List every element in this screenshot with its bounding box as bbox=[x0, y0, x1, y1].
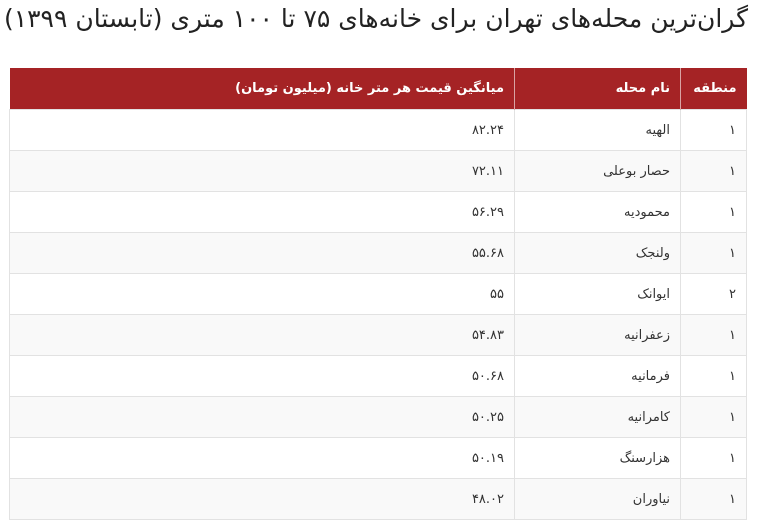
table-row: ۱ محمودیه ۵۶.۲۹ bbox=[9, 191, 747, 233]
neighborhood-price-table: منطقه نام محله میانگین قیمت هر متر خانه … bbox=[9, 68, 747, 520]
price-cell: ۵۴.۸۳ bbox=[9, 314, 515, 356]
neighborhood-cell: زعفرانیه bbox=[514, 314, 681, 356]
region-cell: ۱ bbox=[680, 355, 747, 397]
header-neighborhood: نام محله bbox=[514, 68, 681, 110]
neighborhood-cell: کامرانیه bbox=[514, 396, 681, 438]
price-cell: ۵۰.۶۸ bbox=[9, 355, 515, 397]
table-row: ۱ حصار بوعلی ۷۲.۱۱ bbox=[9, 150, 747, 192]
price-cell: ۷۲.۱۱ bbox=[9, 150, 515, 192]
neighborhood-cell: نیاوران bbox=[514, 478, 681, 520]
price-cell: ۵۰.۲۵ bbox=[9, 396, 515, 438]
table-row: ۱ زعفرانیه ۵۴.۸۳ bbox=[9, 314, 747, 356]
region-cell: ۱ bbox=[680, 396, 747, 438]
neighborhood-cell: ولنجک bbox=[514, 232, 681, 274]
table-row: ۲ ایوانک ۵۵ bbox=[9, 273, 747, 315]
price-cell: ۴۸.۰۲ bbox=[9, 478, 515, 520]
neighborhood-cell: ایوانک bbox=[514, 273, 681, 315]
header-price: میانگین قیمت هر متر خانه (میلیون تومان) bbox=[9, 68, 515, 110]
table-row: ۱ الهیه ۸۲.۲۴ bbox=[9, 109, 747, 151]
price-cell: ۵۰.۱۹ bbox=[9, 437, 515, 479]
table-row: ۱ کامرانیه ۵۰.۲۵ bbox=[9, 396, 747, 438]
page-title: گران‌ترین محله‌های تهران برای خانه‌های ۷… bbox=[3, 4, 748, 33]
region-cell: ۱ bbox=[680, 150, 747, 192]
price-cell: ۸۲.۲۴ bbox=[9, 109, 515, 151]
region-cell: ۱ bbox=[680, 314, 747, 356]
table-row: ۱ ولنجک ۵۵.۶۸ bbox=[9, 232, 747, 274]
price-cell: ۵۶.۲۹ bbox=[9, 191, 515, 233]
region-cell: ۱ bbox=[680, 478, 747, 520]
region-cell: ۱ bbox=[680, 437, 747, 479]
table-row: ۱ فرمانیه ۵۰.۶۸ bbox=[9, 355, 747, 397]
neighborhood-cell: حصار بوعلی bbox=[514, 150, 681, 192]
table-row: ۱ هزارسنگ ۵۰.۱۹ bbox=[9, 437, 747, 479]
neighborhood-cell: محمودیه bbox=[514, 191, 681, 233]
neighborhood-cell: هزارسنگ bbox=[514, 437, 681, 479]
price-cell: ۵۵.۶۸ bbox=[9, 232, 515, 274]
neighborhood-cell: فرمانیه bbox=[514, 355, 681, 397]
neighborhood-cell: الهیه bbox=[514, 109, 681, 151]
table-header-row: منطقه نام محله میانگین قیمت هر متر خانه … bbox=[9, 68, 747, 110]
region-cell: ۱ bbox=[680, 191, 747, 233]
region-cell: ۱ bbox=[680, 232, 747, 274]
table-row: ۱ نیاوران ۴۸.۰۲ bbox=[9, 478, 747, 520]
region-cell: ۲ bbox=[680, 273, 747, 315]
price-cell: ۵۵ bbox=[9, 273, 515, 315]
header-region: منطقه bbox=[680, 68, 747, 110]
region-cell: ۱ bbox=[680, 109, 747, 151]
